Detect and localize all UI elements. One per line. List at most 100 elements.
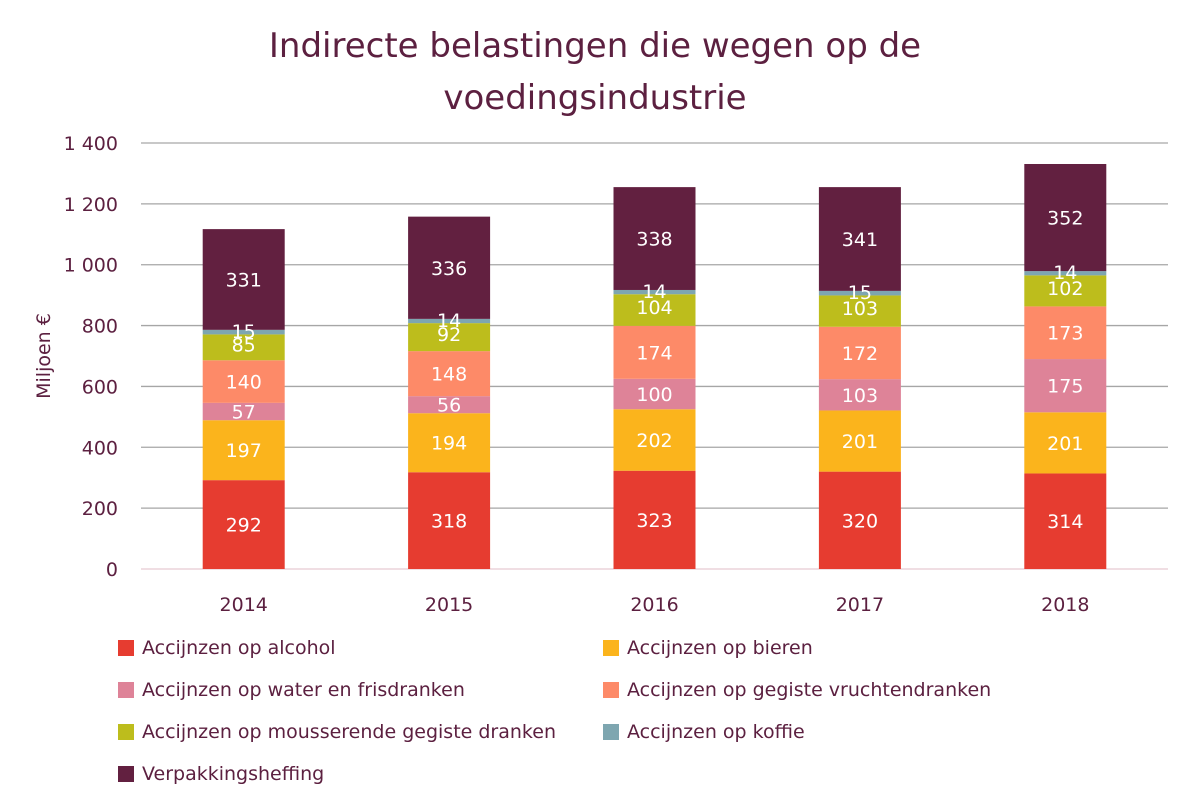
bar-segment: [202, 229, 285, 330]
bar-stack-2018: [1024, 163, 1107, 569]
y-tick-label: 1 400: [64, 133, 118, 155]
legend-item: Accijnzen op mousserende gegiste dranken: [118, 721, 556, 743]
legend-label: Accijnzen op water en frisdranken: [142, 679, 465, 701]
data-label: 104: [636, 297, 672, 319]
y-tick-label: 600: [82, 376, 118, 398]
bar-segment: [202, 420, 285, 481]
data-label: 92: [437, 324, 461, 346]
bar-segment: [1024, 359, 1107, 413]
data-label: 292: [226, 515, 262, 537]
bar-segment: [1024, 473, 1107, 569]
legend-swatch: [118, 682, 134, 698]
legend-swatch: [118, 724, 134, 740]
bar-segment: [1024, 271, 1107, 276]
data-label: 173: [1047, 323, 1083, 345]
bar-segment: [613, 470, 696, 569]
x-tick-label: 2017: [836, 594, 884, 616]
bar-stack-2017: [818, 187, 901, 569]
data-label: 103: [842, 385, 878, 407]
bar-segment: [202, 329, 285, 335]
chart-title: Indirecte belastingen die wegen op de vo…: [0, 20, 1190, 124]
bar-segment: [818, 295, 901, 327]
bar-segment: [818, 326, 901, 380]
legend-swatch: [603, 640, 619, 656]
data-label: 194: [431, 433, 467, 455]
bar-segment: [202, 360, 285, 403]
legend-label: Accijnzen op koffie: [627, 721, 805, 743]
data-label: 148: [431, 364, 467, 386]
legend-swatch: [603, 724, 619, 740]
data-label: 320: [842, 510, 878, 532]
bar-segment: [408, 216, 491, 319]
bar-segment: [613, 325, 696, 379]
legend-label: Accijnzen op alcohol: [142, 637, 336, 659]
x-tick-label: 2018: [1041, 594, 1089, 616]
data-label: 175: [1047, 376, 1083, 398]
legend-label: Accijnzen op mousserende gegiste dranken: [142, 721, 556, 743]
bar-segment: [202, 334, 285, 361]
legend-swatch: [118, 640, 134, 656]
bars: [202, 163, 1107, 569]
y-tick-label: 1 200: [64, 194, 118, 216]
y-tick-label: 800: [82, 316, 118, 338]
y-axis-label: Miljoen €: [33, 313, 55, 399]
bar-segment: [818, 379, 901, 411]
bar-segment: [613, 289, 696, 295]
bar-segment: [408, 351, 491, 397]
data-label: 103: [842, 298, 878, 320]
bar-segment: [1024, 275, 1107, 307]
bar-segment: [818, 187, 901, 291]
legend-label: Verpakkingsheffing: [142, 763, 325, 785]
x-tick-label: 2016: [630, 594, 678, 616]
data-label: 314: [1047, 511, 1083, 533]
data-labels: 2921975714085153313181945614892143363232…: [226, 208, 1084, 537]
chart-title-line-1: Indirecte belastingen die wegen op de: [268, 26, 922, 66]
bar-stack-2015: [408, 216, 491, 569]
bar-segment: [408, 413, 491, 473]
data-label: 352: [1047, 208, 1083, 230]
data-label: 341: [842, 229, 878, 251]
data-label: 318: [431, 511, 467, 533]
bar-segment: [408, 323, 491, 352]
y-tick-label: 1 000: [64, 255, 118, 277]
data-label: 102: [1047, 278, 1083, 300]
bar-segment: [1024, 306, 1107, 360]
data-label: 85: [232, 334, 256, 356]
bar-segment: [613, 409, 696, 471]
bar-segment: [1024, 412, 1107, 474]
data-label: 14: [642, 281, 666, 303]
data-label: 338: [636, 229, 672, 251]
y-tick-label: 0: [106, 559, 118, 581]
y-axis-ticks: 0 200 400 600 800 1 000 1 200 1 400: [64, 133, 118, 581]
data-label: 323: [636, 510, 672, 532]
data-label: 172: [842, 343, 878, 365]
legend-label: Accijnzen op gegiste vruchtendranken: [627, 679, 992, 701]
data-label: 15: [848, 282, 872, 304]
legend-item: Accijnzen op water en frisdranken: [118, 679, 465, 701]
bar-segment: [202, 480, 285, 569]
legend-item: Accijnzen op alcohol: [118, 637, 336, 659]
data-label: 100: [636, 384, 672, 406]
data-label: 197: [226, 440, 262, 462]
legend-item: Verpakkingsheffing: [118, 763, 324, 785]
bar-segment: [1024, 163, 1107, 272]
data-label: 331: [226, 269, 262, 291]
bar-stack-2014: [202, 229, 285, 569]
y-tick-label: 200: [82, 498, 118, 520]
bar-segment: [408, 396, 491, 414]
legend-swatch: [603, 682, 619, 698]
x-tick-label: 2015: [425, 594, 473, 616]
data-label: 57: [232, 402, 256, 424]
legend-swatch: [118, 766, 134, 782]
chart-title-line-2: voedingsindustrie: [443, 78, 747, 118]
data-label: 201: [842, 431, 878, 453]
x-axis-ticks: 2014 2015 2016 2017 2018: [220, 594, 1090, 616]
bar-segment: [818, 410, 901, 472]
data-label: 201: [1047, 433, 1083, 455]
bar-segment: [408, 318, 491, 324]
bar-segment: [202, 402, 285, 421]
data-label: 140: [226, 372, 262, 394]
y-tick-label: 400: [82, 437, 118, 459]
bar-segment: [613, 378, 696, 410]
